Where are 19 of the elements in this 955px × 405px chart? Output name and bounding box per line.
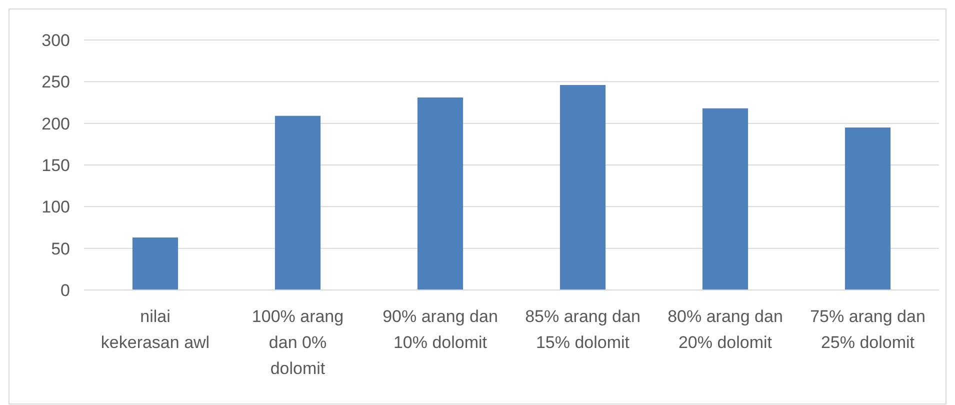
- y-tick-label: 100: [42, 198, 70, 217]
- y-tick-label: 50: [51, 239, 70, 258]
- x-tick-label: 75% arang dan 25% dolomit: [810, 307, 926, 352]
- x-tick-label: nilai kekerasan awl: [100, 307, 210, 352]
- y-tick-label: 300: [42, 30, 70, 50]
- x-tick-label: 90% arang dan 10% dolomit: [382, 307, 498, 352]
- bar: [560, 85, 606, 290]
- y-tick-label: 150: [42, 156, 70, 175]
- bar: [417, 98, 464, 290]
- x-tick-label: 80% arang dan 20% dolomit: [668, 307, 783, 352]
- y-tick-label: 250: [42, 72, 70, 92]
- x-tick-label: 100% arang dan 0% dolomit: [252, 307, 344, 378]
- bar: [132, 238, 178, 290]
- bar: [274, 116, 321, 290]
- y-tick-label: 0: [60, 280, 70, 300]
- x-tick-label: 85% arang dan 15% dolomit: [525, 307, 640, 352]
- bar: [702, 108, 748, 290]
- y-tick-label: 200: [42, 114, 70, 134]
- bar: [844, 128, 891, 290]
